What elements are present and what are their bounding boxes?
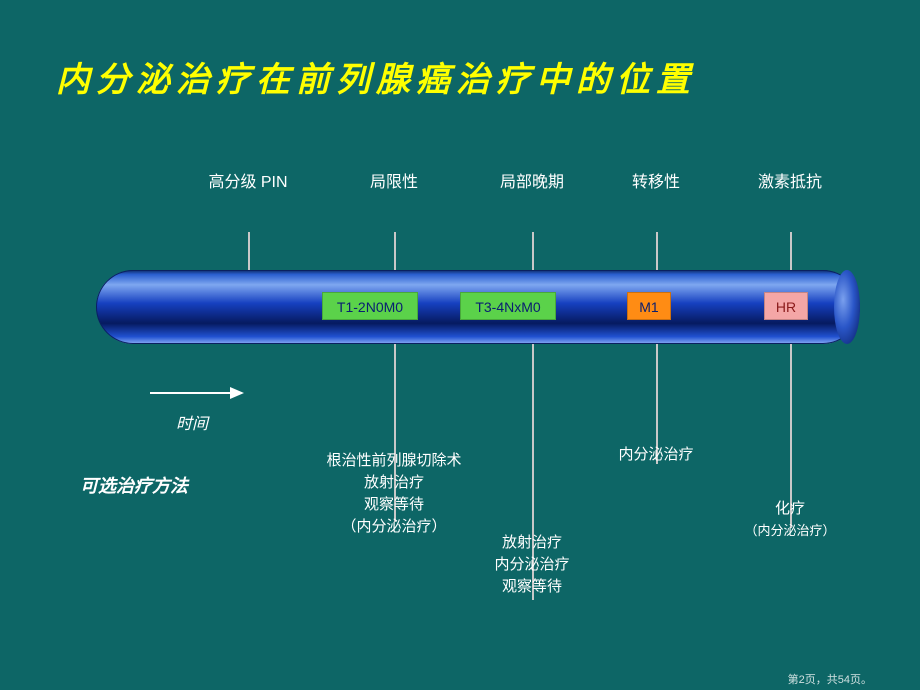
treatment-block-hormone-resistant: 化疗 （内分泌治疗） [744, 498, 835, 542]
treatment-line: 观察等待 [326, 494, 461, 516]
treatment-line-sub: （内分泌治疗） [744, 520, 835, 542]
slide-title: 内分泌治疗在前列腺癌治疗中的位置 [56, 52, 696, 101]
timeline-tick [656, 232, 658, 464]
treatment-line: 放射治疗 [326, 472, 461, 494]
treatment-block-localized: 根治性前列腺切除术 放射治疗 观察等待 （内分泌治疗） [326, 450, 461, 538]
treatment-line: 放射治疗 [494, 532, 569, 554]
treatment-line: 观察等待 [494, 576, 569, 598]
timeline-tick [248, 232, 250, 270]
top-label-hormone-resistant: 激素抵抗 [758, 168, 822, 192]
treatment-line: 内分泌治疗 [494, 554, 569, 576]
treatment-block-metastatic: 内分泌治疗 [618, 444, 693, 466]
time-arrow-label: 时间 [176, 410, 208, 434]
treatment-block-locally-advanced: 放射治疗 内分泌治疗 观察等待 [494, 532, 569, 598]
stage-box-m1: M1 [627, 292, 671, 320]
time-arrow-icon [150, 392, 242, 394]
treatment-line: （内分泌治疗） [326, 516, 461, 538]
top-label-metastatic: 转移性 [632, 168, 680, 192]
treatment-line: 内分泌治疗 [618, 444, 693, 466]
stage-box-t1-2: T1-2N0M0 [322, 292, 418, 320]
top-label-locally-advanced: 局部晚期 [500, 168, 564, 192]
stage-box-hr: HR [764, 292, 808, 320]
top-label-localized: 局限性 [370, 168, 418, 192]
treatment-options-caption: 可选治疗方法 [80, 472, 188, 498]
page-footer: 第2页，共54页。 [788, 671, 872, 687]
cylinder-cap-icon [834, 270, 860, 344]
treatment-line: 根治性前列腺切除术 [326, 450, 461, 472]
treatment-line: 化疗 [744, 498, 835, 520]
stage-box-t3-4: T3-4NxM0 [460, 292, 556, 320]
top-label-pin: 高分级 PIN [208, 168, 287, 192]
